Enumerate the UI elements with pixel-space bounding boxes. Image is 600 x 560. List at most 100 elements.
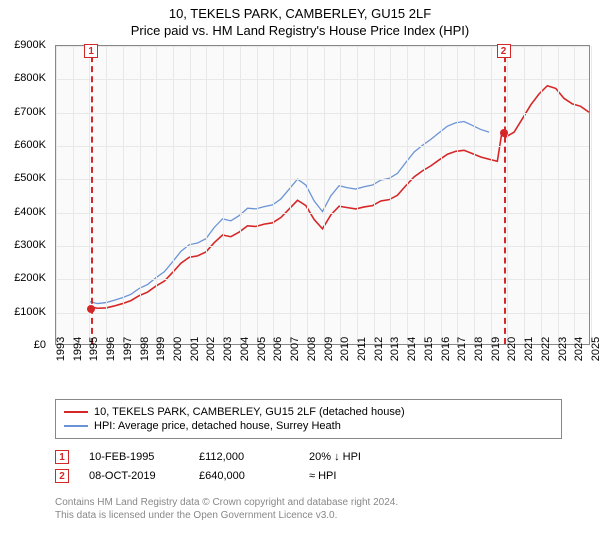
x-tick-label: 2000 xyxy=(172,337,184,361)
marker-box: 2 xyxy=(497,44,511,58)
y-axis-labels: £0£100K£200K£300K£400K£500K£600K£700K£80… xyxy=(0,45,50,345)
grid-line-v xyxy=(474,46,475,344)
x-tick-label: 2001 xyxy=(189,337,201,361)
grid-line-v xyxy=(324,46,325,344)
grid-line-v xyxy=(441,46,442,344)
grid-line-h xyxy=(56,279,589,280)
x-tick-label: 2005 xyxy=(256,337,268,361)
x-tick-label: 2011 xyxy=(356,337,368,361)
transaction-marker: 1 xyxy=(55,450,69,464)
footer-line-1: Contains HM Land Registry data © Crown c… xyxy=(55,496,562,509)
grid-line-v xyxy=(424,46,425,344)
title-line-1: 10, TEKELS PARK, CAMBERLEY, GU15 2LF xyxy=(0,6,600,21)
x-tick-label: 2015 xyxy=(423,337,435,361)
marker-line xyxy=(91,46,93,344)
grid-line-v xyxy=(123,46,124,344)
x-tick-label: 2007 xyxy=(289,337,301,361)
legend: 10, TEKELS PARK, CAMBERLEY, GU15 2LF (de… xyxy=(55,399,562,439)
series-price xyxy=(89,86,589,309)
x-tick-label: 2020 xyxy=(506,337,518,361)
x-tick-label: 2024 xyxy=(573,337,585,361)
chart-svg xyxy=(56,46,589,344)
y-tick-label: £700K xyxy=(14,106,46,118)
grid-line-v xyxy=(307,46,308,344)
x-tick-label: 2009 xyxy=(323,337,335,361)
x-tick-label: 2014 xyxy=(406,337,418,361)
chart-area: £0£100K£200K£300K£400K£500K£600K£700K£80… xyxy=(0,40,600,395)
y-tick-label: £200K xyxy=(14,272,46,284)
marker-box: 1 xyxy=(84,44,98,58)
grid-line-v xyxy=(574,46,575,344)
transaction-marker: 2 xyxy=(55,469,69,483)
grid-line-v xyxy=(407,46,408,344)
grid-line-v xyxy=(257,46,258,344)
x-tick-label: 1996 xyxy=(105,337,117,361)
transaction-price: £640,000 xyxy=(199,470,289,482)
footer-attribution: Contains HM Land Registry data © Crown c… xyxy=(55,496,562,522)
marker-dot xyxy=(500,129,508,137)
x-tick-label: 2019 xyxy=(490,337,502,361)
grid-line-v xyxy=(223,46,224,344)
x-tick-label: 1995 xyxy=(88,337,100,361)
transaction-date: 10-FEB-1995 xyxy=(89,451,179,463)
transaction-date: 08-OCT-2019 xyxy=(89,470,179,482)
transaction-diff: 20% ↓ HPI xyxy=(309,451,399,463)
grid-line-v xyxy=(273,46,274,344)
grid-line-v xyxy=(73,46,74,344)
grid-line-h xyxy=(56,213,589,214)
x-tick-label: 2023 xyxy=(557,337,569,361)
x-tick-label: 2022 xyxy=(540,337,552,361)
grid-line-h xyxy=(56,113,589,114)
y-tick-label: £900K xyxy=(14,39,46,51)
legend-row: HPI: Average price, detached house, Surr… xyxy=(64,420,553,432)
grid-line-v xyxy=(558,46,559,344)
x-tick-label: 2025 xyxy=(590,337,600,361)
grid-line-v xyxy=(290,46,291,344)
grid-line-v xyxy=(173,46,174,344)
grid-line-v xyxy=(457,46,458,344)
grid-line-v xyxy=(507,46,508,344)
x-tick-label: 2010 xyxy=(339,337,351,361)
x-tick-label: 2002 xyxy=(205,337,217,361)
legend-label: HPI: Average price, detached house, Surr… xyxy=(94,420,341,432)
x-tick-label: 2021 xyxy=(523,337,535,361)
x-tick-label: 2013 xyxy=(389,337,401,361)
grid-line-v xyxy=(206,46,207,344)
y-tick-label: £500K xyxy=(14,172,46,184)
y-tick-label: £100K xyxy=(14,306,46,318)
marker-line xyxy=(504,46,506,344)
grid-line-h xyxy=(56,313,589,314)
x-tick-label: 2016 xyxy=(440,337,452,361)
grid-line-h xyxy=(56,246,589,247)
grid-line-v xyxy=(491,46,492,344)
y-tick-label: £400K xyxy=(14,206,46,218)
x-tick-label: 1998 xyxy=(139,337,151,361)
grid-line-h xyxy=(56,146,589,147)
grid-line-v xyxy=(374,46,375,344)
grid-line-h xyxy=(56,179,589,180)
plot-area: 12 xyxy=(55,45,590,345)
transaction-row: 110-FEB-1995£112,00020% ↓ HPI xyxy=(55,450,562,464)
y-tick-label: £800K xyxy=(14,72,46,84)
x-axis-labels: 1993199419951996199719981999200020012002… xyxy=(55,345,590,390)
grid-line-v xyxy=(190,46,191,344)
legend-swatch xyxy=(64,425,88,427)
x-tick-label: 1993 xyxy=(55,337,67,361)
x-tick-label: 2017 xyxy=(456,337,468,361)
grid-line-v xyxy=(140,46,141,344)
y-tick-label: £300K xyxy=(14,239,46,251)
transaction-row: 2 08-OCT-2019 £640,000 ≈ HPI xyxy=(55,469,562,483)
x-tick-label: 2018 xyxy=(473,337,485,361)
x-tick-label: 2008 xyxy=(306,337,318,361)
transaction-diff: ≈ HPI xyxy=(309,470,399,482)
grid-line-v xyxy=(106,46,107,344)
grid-line-h xyxy=(56,79,589,80)
grid-line-v xyxy=(156,46,157,344)
legend-label: 10, TEKELS PARK, CAMBERLEY, GU15 2LF (de… xyxy=(94,406,405,418)
legend-row: 10, TEKELS PARK, CAMBERLEY, GU15 2LF (de… xyxy=(64,406,553,418)
grid-line-v xyxy=(56,46,57,344)
x-tick-label: 2004 xyxy=(239,337,251,361)
x-tick-label: 1994 xyxy=(72,337,84,361)
x-tick-label: 1999 xyxy=(155,337,167,361)
legend-swatch xyxy=(64,411,88,413)
